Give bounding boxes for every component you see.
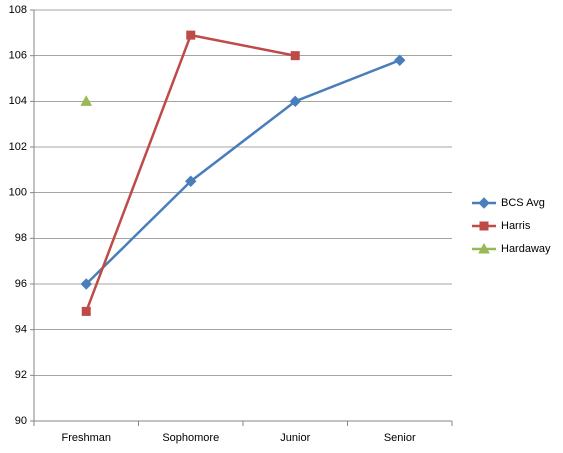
y-tick-label: 104 xyxy=(9,95,27,107)
y-tick-label: 108 xyxy=(9,4,27,16)
data-point xyxy=(394,54,406,66)
data-point xyxy=(289,95,301,108)
y-tick-label: 94 xyxy=(15,324,27,336)
data-point xyxy=(81,306,91,316)
x-tick-label: Senior xyxy=(384,432,416,444)
x-tick-label: Junior xyxy=(280,432,310,444)
legend-label: BCS Avg xyxy=(501,197,545,209)
legend-marker xyxy=(478,242,490,254)
y-tick-label: 92 xyxy=(15,369,27,381)
y-tick-label: 100 xyxy=(9,187,27,199)
data-point xyxy=(186,30,196,40)
legend-label: Hardaway xyxy=(501,243,551,255)
data-point xyxy=(290,51,300,61)
legend-marker xyxy=(478,197,490,209)
legend-marker xyxy=(479,221,489,231)
y-tick-label: 96 xyxy=(15,278,27,290)
x-tick-label: Sophomore xyxy=(162,432,219,444)
data-point xyxy=(185,175,197,187)
y-tick-label: 98 xyxy=(15,232,27,244)
data-point xyxy=(80,278,92,290)
legend-label: Harris xyxy=(501,220,531,232)
data-point xyxy=(80,95,93,106)
y-tick-label: 102 xyxy=(9,141,27,153)
series-line xyxy=(85,33,296,312)
y-tick-label: 90 xyxy=(15,415,27,427)
series-line xyxy=(85,59,401,285)
y-tick-label: 106 xyxy=(9,50,27,62)
x-tick-label: Freshman xyxy=(61,432,111,444)
